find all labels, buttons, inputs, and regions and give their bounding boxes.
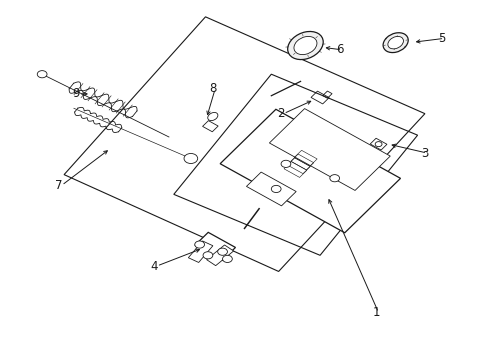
Ellipse shape bbox=[387, 36, 403, 49]
Circle shape bbox=[194, 241, 204, 248]
Text: 6: 6 bbox=[335, 43, 343, 56]
Circle shape bbox=[217, 248, 227, 255]
Ellipse shape bbox=[382, 33, 407, 53]
Polygon shape bbox=[188, 241, 212, 262]
Circle shape bbox=[37, 71, 47, 78]
Polygon shape bbox=[195, 232, 235, 260]
Text: 7: 7 bbox=[55, 179, 63, 192]
Ellipse shape bbox=[293, 36, 316, 55]
Text: 1: 1 bbox=[372, 306, 379, 319]
Circle shape bbox=[281, 160, 290, 167]
Polygon shape bbox=[206, 245, 233, 266]
Polygon shape bbox=[220, 109, 400, 233]
Ellipse shape bbox=[287, 31, 323, 59]
Polygon shape bbox=[246, 172, 296, 206]
Circle shape bbox=[222, 255, 232, 262]
Text: 4: 4 bbox=[150, 260, 158, 273]
Text: 5: 5 bbox=[437, 32, 445, 45]
Circle shape bbox=[183, 153, 197, 163]
Circle shape bbox=[271, 185, 281, 193]
Text: 9: 9 bbox=[72, 87, 80, 100]
Ellipse shape bbox=[207, 112, 218, 121]
Text: 2: 2 bbox=[277, 107, 284, 120]
Circle shape bbox=[374, 141, 381, 147]
Text: 3: 3 bbox=[420, 147, 427, 159]
Circle shape bbox=[203, 252, 212, 259]
Polygon shape bbox=[269, 109, 389, 190]
Circle shape bbox=[329, 175, 339, 182]
Text: 8: 8 bbox=[209, 82, 216, 95]
